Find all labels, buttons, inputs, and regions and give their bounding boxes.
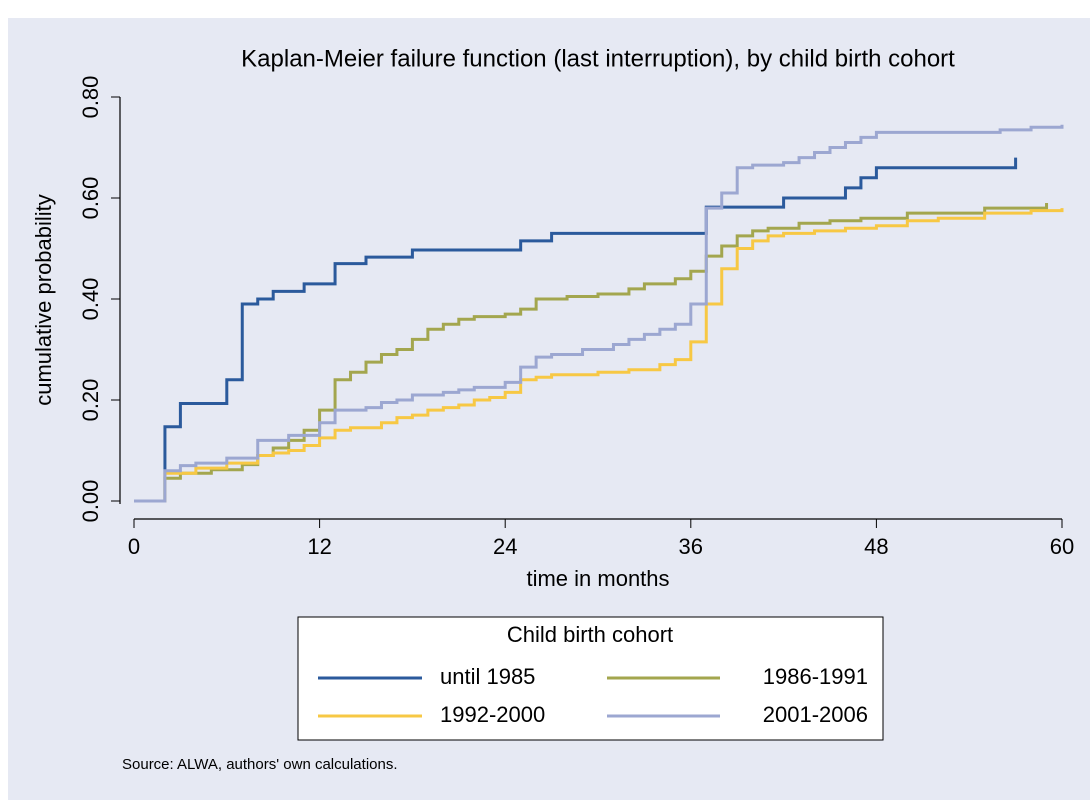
km-line	[134, 157, 1018, 503]
y-tick-label: 0.80	[78, 76, 103, 119]
y-tick-label: 0.40	[78, 278, 103, 321]
y-tick-label: 0.20	[78, 379, 103, 422]
source-note: Source: ALWA, authors' own calculations.	[122, 756, 398, 773]
x-tick-label: 24	[493, 534, 517, 559]
legend-label: 2001-2006	[763, 702, 868, 727]
chart-title: Kaplan-Meier failure function (last inte…	[241, 45, 955, 72]
km-line	[134, 208, 1064, 503]
x-tick-label: 0	[128, 534, 140, 559]
legend-title: Child birth cohort	[507, 622, 673, 647]
y-axis-label: cumulative probability	[31, 194, 56, 406]
y-tick-label: 0.00	[78, 480, 103, 523]
y-tick-label: 0.60	[78, 177, 103, 220]
x-tick-label: 48	[864, 534, 888, 559]
km-line	[134, 203, 1049, 503]
legend-label: 1986-1991	[763, 664, 868, 689]
x-axis-label: time in months	[526, 566, 669, 591]
legend-label: until 1985	[440, 664, 535, 689]
x-tick-label: 12	[307, 534, 331, 559]
x-tick-label: 60	[1050, 534, 1074, 559]
km-line	[134, 124, 1064, 503]
x-tick-label: 36	[679, 534, 703, 559]
legend-label: 1992-2000	[440, 702, 545, 727]
